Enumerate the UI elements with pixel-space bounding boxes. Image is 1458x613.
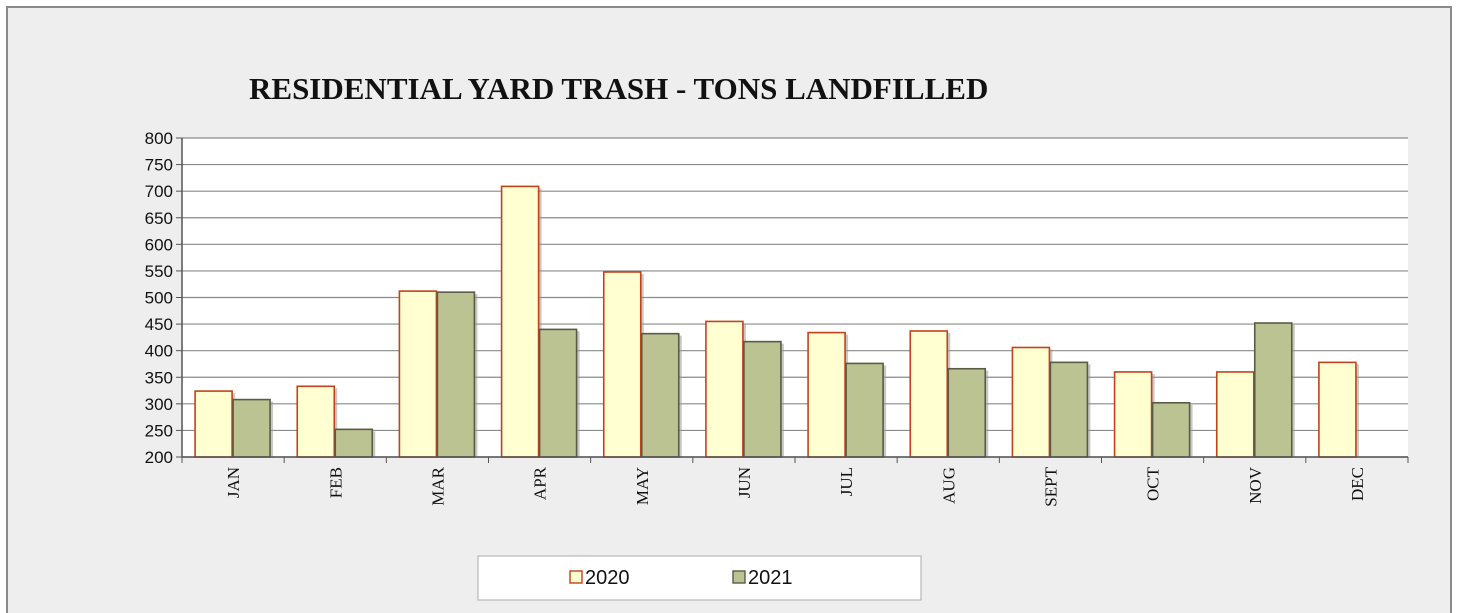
x-category-label: MAR (428, 466, 447, 505)
bar-2020-oct (1113, 371, 1153, 458)
bar-2021-may (640, 332, 680, 458)
x-category-label: APR (531, 466, 550, 500)
y-tick-label: 450 (145, 315, 173, 334)
legend-label-2020: 2020 (585, 567, 630, 589)
legend-box (477, 555, 922, 601)
bar-2020-apr (500, 185, 540, 458)
bar-2020-sept (1011, 346, 1051, 458)
x-category-label: DEC (1348, 467, 1367, 501)
bar-2021-jul (845, 362, 884, 458)
bar-2020-mar (398, 290, 438, 458)
x-category-label: FEB (326, 467, 345, 498)
x-category-label: SEPT (1041, 466, 1060, 506)
bar-2020-nov (1215, 371, 1255, 458)
bar-2020-dec (1318, 361, 1357, 458)
chart-title: RESIDENTIAL YARD TRASH - TONS LANDFILLED (249, 71, 988, 106)
bar-2021-aug (947, 367, 987, 458)
y-tick-label: 300 (145, 395, 173, 414)
bar-2021-apr (538, 328, 578, 458)
legend-swatch-2020 (569, 570, 583, 584)
plot-area: 200 250 300 350 400 450 500 550 600 650 700 750 800 J… (145, 129, 1409, 507)
y-tick-label: 250 (145, 421, 173, 440)
legend-label-2021: 2021 (748, 567, 793, 589)
y-tick-label: 400 (145, 342, 173, 361)
y-tick-label: 800 (145, 129, 173, 148)
bar-2020-jan (194, 390, 233, 458)
x-category-label: AUG (939, 467, 958, 504)
chart-frame: RESIDENTIAL YARD TRASH - TONS LANDFILLED… (6, 6, 1452, 613)
y-tick-label: 750 (145, 156, 173, 175)
bar-2021-jun (743, 340, 782, 458)
bar-2020-aug (909, 330, 949, 458)
bar-2021-mar (436, 291, 476, 458)
bar-2021-feb (334, 428, 374, 458)
y-tick-label: 700 (145, 182, 173, 201)
bar-2020-jun (705, 320, 744, 458)
legend-swatch-2021 (732, 570, 746, 584)
y-tick-label: 600 (145, 235, 173, 254)
y-tick-label: 350 (145, 368, 173, 387)
x-category-label: MAY (633, 467, 652, 505)
bar-2021-oct (1151, 401, 1191, 458)
bar-2020-jul (807, 331, 846, 458)
x-category-label: NOV (1246, 466, 1265, 504)
x-category-label: JUL (837, 467, 856, 496)
bar-2020-feb (296, 385, 336, 458)
legend: 2020 2021 (477, 555, 922, 601)
y-tick-label: 200 (145, 448, 173, 467)
bar-2021-nov (1253, 322, 1293, 458)
y-tick-label: 500 (145, 289, 173, 308)
bar-2020-may (602, 271, 642, 458)
x-category-label: JUN (735, 467, 754, 498)
x-category-label: OCT (1144, 466, 1163, 501)
y-tick-label: 550 (145, 262, 173, 281)
y-tick-label: 650 (145, 209, 173, 228)
bar-2021-sept (1049, 361, 1089, 458)
x-category-label: JAN (224, 467, 243, 498)
chart-svg: RESIDENTIAL YARD TRASH - TONS LANDFILLED… (145, 71, 1409, 601)
bar-2021-jan (232, 398, 271, 458)
